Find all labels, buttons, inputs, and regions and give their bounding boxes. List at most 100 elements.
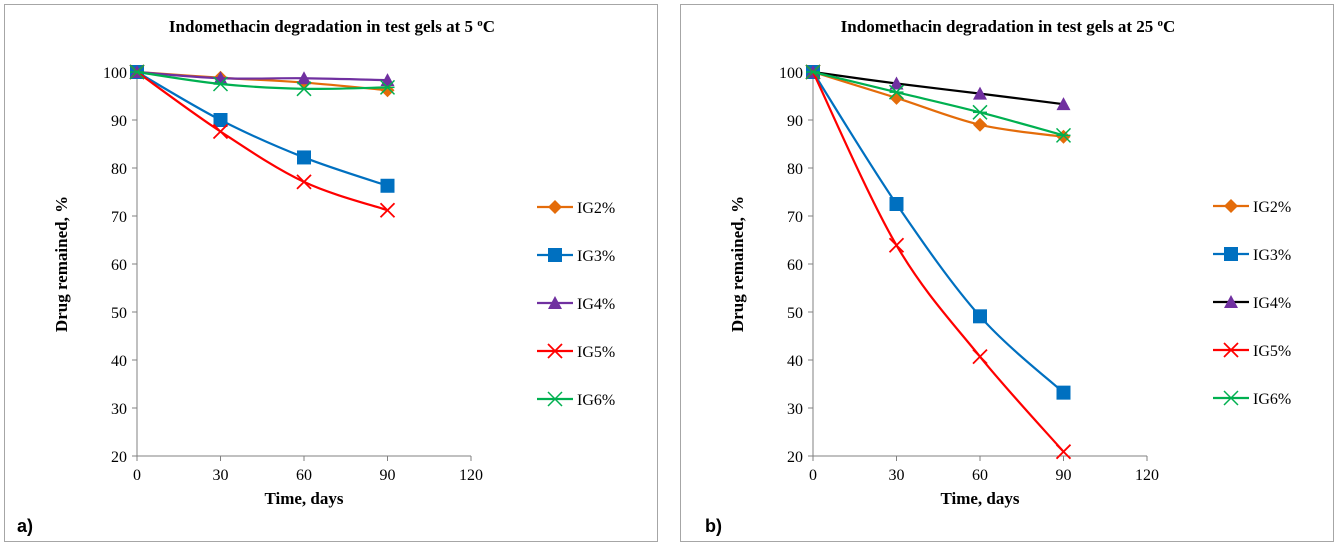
data-point <box>297 71 311 85</box>
data-point <box>213 113 228 127</box>
legend-item-IG5%: IG5% <box>1213 342 1291 360</box>
legend-item-IG3%: IG3% <box>1213 247 1291 264</box>
y-tick-label: 40 <box>787 353 803 370</box>
legend-label: IG6% <box>577 392 615 409</box>
legend-item-IG2%: IG2% <box>537 200 615 217</box>
legend-label: IG5% <box>1253 343 1291 360</box>
series-line <box>812 70 1064 106</box>
series-IG3% <box>130 65 395 193</box>
y-tick-label: 40 <box>111 353 127 370</box>
series-line <box>136 70 388 91</box>
x-tick-label: 120 <box>459 467 483 484</box>
series-line <box>812 70 1064 138</box>
y-tick-label: 70 <box>787 209 803 226</box>
data-point <box>973 309 987 324</box>
data-point <box>212 123 229 140</box>
y-tick-label: 80 <box>111 161 127 178</box>
series-IG6% <box>129 64 396 97</box>
legend-marker <box>1224 295 1238 308</box>
legend-item-IG6%: IG6% <box>537 391 615 409</box>
data-point <box>129 64 145 80</box>
x-tick-label: 60 <box>972 467 988 484</box>
panel-label: a) <box>17 516 33 536</box>
data-point <box>296 174 312 190</box>
data-point <box>972 104 988 120</box>
y-tick-label: 20 <box>111 449 127 466</box>
data-point <box>889 76 904 90</box>
x-tick-label: 90 <box>380 467 396 484</box>
data-point <box>1056 129 1071 144</box>
y-axis-title: Drug remained, % <box>728 196 747 332</box>
x-tick-label: 90 <box>1056 467 1072 484</box>
legend-item-IG4%: IG4% <box>1213 295 1291 312</box>
data-point <box>805 64 821 80</box>
y-tick-label: 100 <box>103 65 127 82</box>
data-point <box>888 84 905 100</box>
y-tick-label: 20 <box>787 449 803 466</box>
legend-item-IG4%: IG4% <box>537 296 615 313</box>
data-point <box>888 237 905 253</box>
data-point <box>380 178 395 193</box>
y-tick-label: 30 <box>111 401 127 418</box>
series-IG3% <box>806 65 1071 400</box>
data-point <box>973 117 987 132</box>
data-point <box>379 79 396 95</box>
data-point <box>1056 97 1071 111</box>
data-point <box>296 81 312 97</box>
legend-label: IG5% <box>577 344 615 361</box>
x-axis-title: Time, days <box>264 489 343 508</box>
x-tick-label: 0 <box>809 467 817 484</box>
series-line <box>136 71 388 212</box>
panel-label: b) <box>705 516 722 536</box>
series-line <box>812 70 1064 137</box>
legend-label: IG4% <box>1253 295 1291 312</box>
chart-svg-b: Indomethacin degradation in test gels at… <box>705 17 1291 536</box>
legend-marker <box>547 391 563 407</box>
legend-item-IG5%: IG5% <box>537 343 615 361</box>
legend-item-IG2%: IG2% <box>1213 199 1291 216</box>
legend-marker <box>1223 390 1239 406</box>
y-tick-label: 100 <box>779 65 803 82</box>
legend-item-IG6%: IG6% <box>1213 390 1291 408</box>
y-tick-label: 80 <box>787 161 803 178</box>
data-point <box>297 150 311 165</box>
data-point <box>379 202 396 218</box>
chart-panel-a: Indomethacin degradation in test gels at… <box>4 4 658 542</box>
legend-marker <box>1223 342 1239 358</box>
y-tick-label: 50 <box>111 305 127 322</box>
y-axis-title: Drug remained, % <box>52 196 71 332</box>
chart-title: Indomethacin degradation in test gels at… <box>169 17 495 36</box>
data-point <box>1056 385 1071 400</box>
data-point <box>972 349 988 365</box>
x-axis-title: Time, days <box>940 489 1019 508</box>
x-tick-label: 30 <box>889 467 905 484</box>
legend-marker <box>548 200 562 214</box>
y-tick-label: 60 <box>787 257 803 274</box>
y-tick-label: 30 <box>787 401 803 418</box>
x-tick-label: 30 <box>213 467 229 484</box>
series-line <box>812 71 1065 453</box>
x-tick-label: 120 <box>1135 467 1159 484</box>
legend-marker <box>548 248 562 262</box>
data-point <box>973 86 987 100</box>
series-IG4% <box>130 65 395 87</box>
legend-label: IG2% <box>1253 199 1291 216</box>
series-IG4% <box>806 65 1071 111</box>
data-point <box>889 90 904 105</box>
y-tick-label: 70 <box>111 209 127 226</box>
y-tick-label: 60 <box>111 257 127 274</box>
data-point <box>212 76 229 92</box>
legend-item-IG3%: IG3% <box>537 248 615 265</box>
legend-marker <box>548 296 562 309</box>
x-tick-label: 0 <box>133 467 141 484</box>
legend-label: IG3% <box>577 248 615 265</box>
data-point <box>1055 444 1072 460</box>
y-tick-label: 90 <box>111 113 127 130</box>
series-line <box>136 71 388 187</box>
data-point <box>1055 127 1072 143</box>
legend-label: IG6% <box>1253 391 1291 408</box>
legend-marker <box>547 343 563 359</box>
legend-marker <box>1224 199 1238 213</box>
chart-title: Indomethacin degradation in test gels at… <box>841 17 1176 36</box>
chart-svg-a: Indomethacin degradation in test gels at… <box>17 17 615 536</box>
